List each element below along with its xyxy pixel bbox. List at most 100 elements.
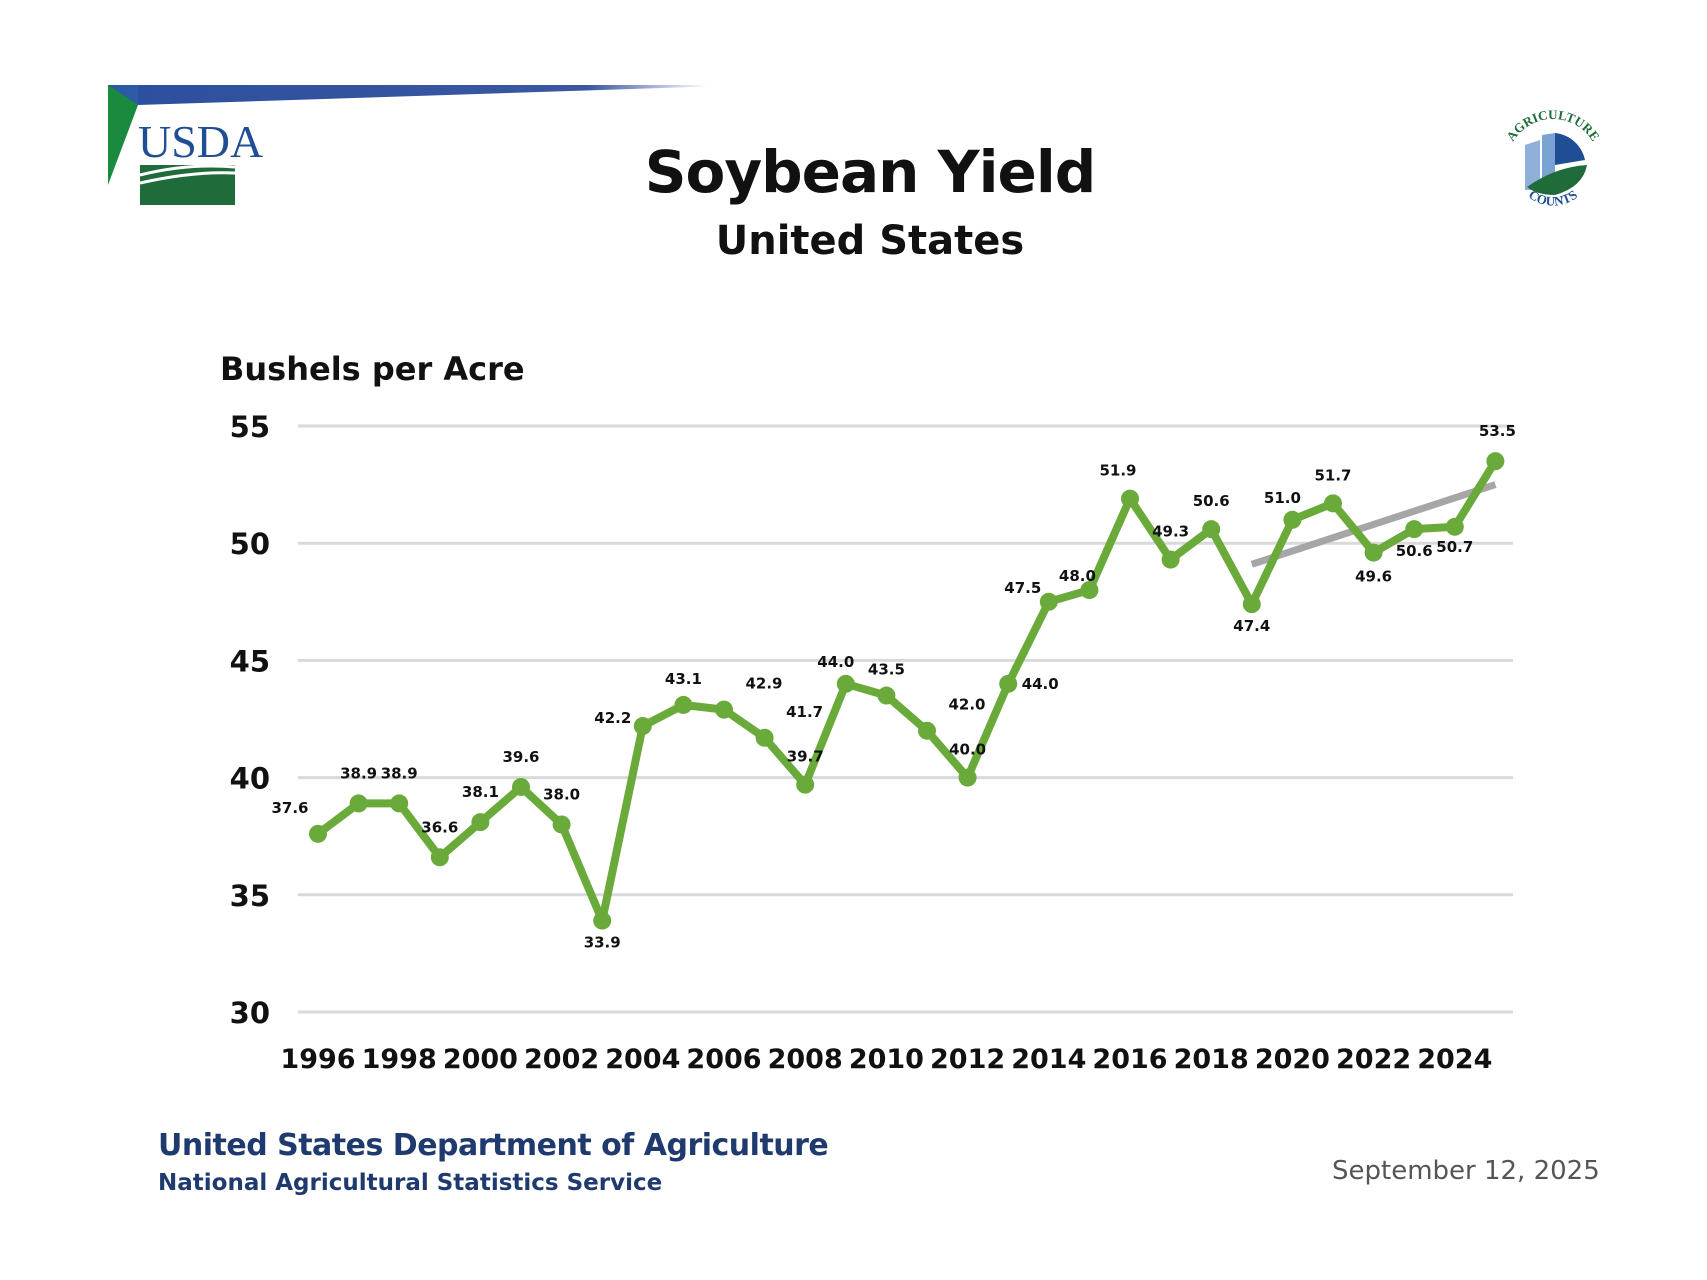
svg-text:COUNTS: COUNTS — [1526, 187, 1580, 209]
usda-logo-text: USDA — [138, 116, 263, 167]
series-line — [315, 459, 1499, 925]
data-label: 38.0 — [543, 785, 580, 803]
data-label: 47.5 — [1004, 579, 1041, 597]
header-swoosh — [108, 85, 708, 105]
y-tick-label: 30 — [230, 996, 270, 1030]
data-point — [1283, 510, 1302, 529]
data-point — [633, 717, 652, 736]
data-label: 44.0 — [1022, 675, 1059, 693]
data-label: 38.1 — [462, 783, 499, 801]
data-point — [796, 775, 815, 794]
data-point — [552, 815, 571, 834]
data-point — [1242, 595, 1261, 614]
agriculture-counts-logo: AGRICULTURE COUNTS — [1495, 105, 1610, 215]
y-axis-label: Bushels per Acre — [220, 350, 525, 388]
data-point — [512, 777, 530, 796]
x-tick-labels: 1996 1998 2000 2002 2004 2006 2008 2010 2012 2014… — [280, 1044, 1492, 1075]
chart-title: Soybean Yield — [644, 138, 1097, 206]
data-point — [1486, 452, 1505, 471]
x-tick-label: 2024 — [1417, 1044, 1492, 1075]
usda-logo: USDA — [108, 85, 268, 210]
footer-org: United States Department of Agriculture — [158, 1128, 829, 1163]
trendline-group — [1250, 481, 1497, 568]
data-point — [877, 686, 896, 705]
x-tick-label: 2006 — [686, 1044, 761, 1075]
data-label: 50.7 — [1436, 538, 1473, 556]
data-label: 49.6 — [1355, 568, 1392, 586]
data-point — [1202, 520, 1221, 539]
data-point — [674, 695, 693, 714]
data-point — [918, 721, 936, 740]
y-tick-label: 45 — [230, 644, 270, 678]
chart-subtitle: United States — [715, 218, 1025, 264]
x-tick-label: 2004 — [605, 1044, 680, 1075]
data-label: 42.0 — [948, 696, 985, 714]
data-point — [1161, 550, 1180, 569]
data-label: 53.5 — [1479, 422, 1516, 440]
data-point — [471, 813, 490, 832]
x-tick-label: 2016 — [1092, 1044, 1167, 1075]
data-label: 48.0 — [1059, 567, 1096, 585]
data-label: 43.1 — [665, 670, 702, 688]
data-label: 47.4 — [1233, 617, 1270, 635]
data-label: 50.6 — [1193, 492, 1230, 510]
data-point — [999, 674, 1018, 693]
data-point — [958, 768, 977, 787]
data-point — [715, 700, 733, 719]
data-point — [430, 848, 449, 867]
series-group — [309, 452, 1505, 930]
data-point — [1364, 543, 1383, 562]
data-label: 36.6 — [421, 818, 458, 836]
data-label: 43.5 — [868, 661, 905, 679]
data-label: 44.0 — [817, 653, 854, 671]
data-label: 50.6 — [1396, 542, 1433, 560]
data-label: 39.7 — [787, 748, 824, 766]
data-label: 49.3 — [1152, 523, 1189, 541]
footer-date: September 12, 2025 — [1332, 1156, 1600, 1186]
data-label: 33.9 — [584, 934, 621, 952]
x-tick-label: 2014 — [1011, 1044, 1086, 1075]
data-point — [1324, 494, 1342, 513]
x-tick-label: 2010 — [849, 1044, 924, 1075]
x-tick-label: 2020 — [1255, 1044, 1330, 1075]
data-point — [593, 911, 612, 930]
x-tick-label: 1996 — [280, 1044, 355, 1075]
data-label: 38.9 — [340, 764, 377, 782]
y-tick-label: 50 — [230, 527, 270, 561]
data-point — [836, 674, 855, 693]
footer-agency: National Agricultural Statistics Service — [158, 1170, 663, 1196]
data-label: 39.6 — [502, 748, 539, 766]
data-point — [309, 824, 327, 843]
data-label: 37.6 — [271, 799, 308, 817]
data-point — [1445, 517, 1464, 536]
x-tick-label: 2022 — [1336, 1044, 1411, 1075]
y-tick-labels: 30 35 40 45 50 55 — [230, 410, 270, 1030]
data-label: 42.2 — [594, 709, 631, 727]
data-label: 38.9 — [381, 764, 418, 782]
x-tick-label: 2012 — [930, 1044, 1005, 1075]
data-label: 51.7 — [1314, 466, 1351, 484]
x-tick-label: 2018 — [1174, 1044, 1249, 1075]
x-tick-label: 2002 — [524, 1044, 599, 1075]
x-tick-label: 1998 — [362, 1044, 437, 1075]
data-label: 40.0 — [949, 741, 986, 759]
data-label: 51.9 — [1099, 462, 1136, 480]
x-tick-label: 2000 — [443, 1044, 518, 1075]
gridlines — [298, 424, 1513, 1014]
logo-text-bottom: COUNTS — [1526, 187, 1580, 209]
data-label: 42.9 — [745, 675, 782, 693]
data-point — [755, 728, 774, 747]
data-point — [349, 794, 368, 813]
data-labels: 37.6 38.9 38.9 36.638.139.6 38.0 33.9 42.2 43.1… — [271, 422, 1515, 951]
y-tick-label: 40 — [230, 762, 270, 796]
data-point — [1405, 520, 1424, 539]
data-label: 41.7 — [786, 703, 823, 721]
data-point — [1039, 592, 1058, 611]
y-tick-label: 35 — [230, 879, 270, 913]
y-tick-label: 55 — [230, 410, 270, 444]
data-label: 51.0 — [1264, 489, 1301, 507]
data-point — [1080, 581, 1099, 600]
x-tick-label: 2008 — [768, 1044, 843, 1075]
trendline — [1250, 481, 1497, 568]
